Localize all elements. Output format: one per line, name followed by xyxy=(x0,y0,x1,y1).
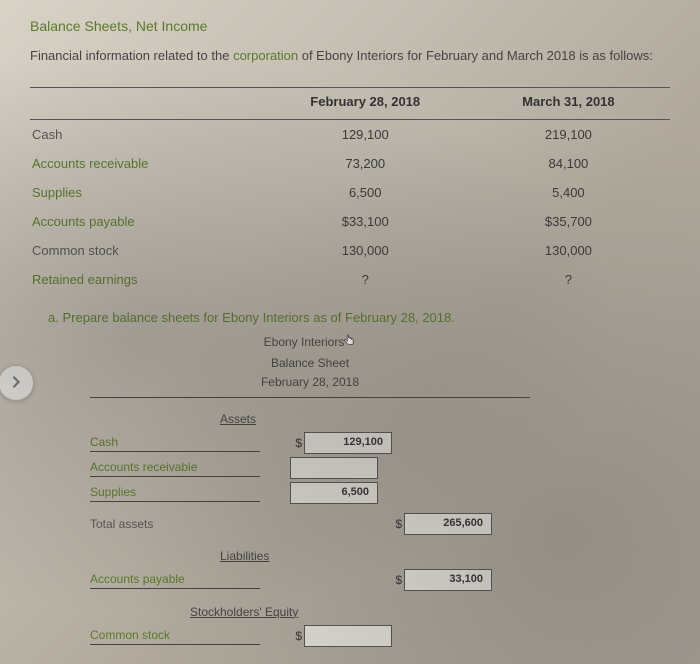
total-assets-input[interactable]: 265,600 xyxy=(404,513,492,535)
intro-corp-word: corporation xyxy=(233,48,298,63)
dollar-sign: $ xyxy=(290,436,304,450)
balance-sheet: Ebony Interiors Balance Sheet February 2… xyxy=(90,333,530,647)
sheet-row-ar: Accounts receivable xyxy=(90,457,530,479)
table-row: Accounts receivable73,20084,100 xyxy=(30,149,670,178)
ar-label[interactable]: Accounts receivable xyxy=(90,458,260,477)
ap-label[interactable]: Accounts payable xyxy=(90,570,260,589)
row-label: Accounts payable xyxy=(30,207,264,236)
cell: 130,000 xyxy=(264,236,467,265)
row-label: Retained earnings xyxy=(30,265,264,294)
intro-text: Financial information related to the cor… xyxy=(30,48,678,63)
assets-heading: Assets xyxy=(220,412,530,426)
sheet-company: Ebony Interiors xyxy=(264,335,345,349)
cell: $33,100 xyxy=(264,207,467,236)
table-row: Accounts payable$33,100$35,700 xyxy=(30,207,670,236)
col-header-empty xyxy=(30,88,264,120)
chevron-right-icon xyxy=(9,375,23,392)
supplies-input[interactable]: 6,500 xyxy=(290,482,378,504)
ar-input[interactable] xyxy=(290,457,378,479)
row-label: Supplies xyxy=(30,178,264,207)
table-row: Common stock130,000130,000 xyxy=(30,236,670,265)
col-header-feb: February 28, 2018 xyxy=(264,88,467,120)
cell: 219,100 xyxy=(467,120,670,150)
cs-input[interactable] xyxy=(304,625,392,647)
dollar-sign: $ xyxy=(390,517,404,531)
cell: 73,200 xyxy=(264,149,467,178)
cell: 5,400 xyxy=(467,178,670,207)
table-row: Cash129,100219,100 xyxy=(30,120,670,150)
cell: 6,500 xyxy=(264,178,467,207)
cell: $35,700 xyxy=(467,207,670,236)
sheet-row-total-assets: Total assets $ 265,600 xyxy=(90,513,530,535)
cash-input[interactable]: 129,100 xyxy=(304,432,392,454)
financial-info-table: February 28, 2018 March 31, 2018 Cash129… xyxy=(30,87,670,294)
instruction-letter: a. xyxy=(48,310,59,325)
total-assets-label: Total assets xyxy=(90,515,260,533)
intro-post: of Ebony Interiors for February and Marc… xyxy=(298,48,653,63)
intro-pre: Financial information related to the xyxy=(30,48,233,63)
table-row: Supplies6,5005,400 xyxy=(30,178,670,207)
row-label: Cash xyxy=(30,120,264,150)
page-title: Balance Sheets, Net Income xyxy=(30,18,678,34)
instruction-text: Prepare balance sheets for Ebony Interio… xyxy=(62,310,454,325)
cell: ? xyxy=(467,265,670,294)
sheet-row-ap: Accounts payable $ 33,100 xyxy=(90,569,530,591)
cash-label[interactable]: Cash xyxy=(90,433,260,452)
sheet-row-cash: Cash $ 129,100 xyxy=(90,432,530,454)
dollar-sign: $ xyxy=(290,629,304,643)
sheet-row-cs: Common stock $ xyxy=(90,625,530,647)
sheet-header: Ebony Interiors Balance Sheet February 2… xyxy=(90,333,530,398)
sheet-title: Balance Sheet xyxy=(271,356,349,370)
se-heading: Stockholders' Equity xyxy=(190,605,530,619)
cell: 129,100 xyxy=(264,120,467,150)
col-header-mar: March 31, 2018 xyxy=(467,88,670,120)
hand-cursor-icon xyxy=(342,334,356,354)
ap-input[interactable]: 33,100 xyxy=(404,569,492,591)
liabilities-heading: Liabilities xyxy=(220,549,530,563)
sheet-row-supplies: Supplies 6,500 xyxy=(90,482,530,504)
cs-label[interactable]: Common stock xyxy=(90,626,260,645)
row-label: Common stock xyxy=(30,236,264,265)
cell: ? xyxy=(264,265,467,294)
table-row: Retained earnings?? xyxy=(30,265,670,294)
instruction: a. Prepare balance sheets for Ebony Inte… xyxy=(48,310,678,325)
supplies-label[interactable]: Supplies xyxy=(90,483,260,502)
sheet-date: February 28, 2018 xyxy=(261,375,359,389)
row-label: Accounts receivable xyxy=(30,149,264,178)
next-button[interactable] xyxy=(0,365,34,401)
dollar-sign: $ xyxy=(390,573,404,587)
cell: 84,100 xyxy=(467,149,670,178)
cell: 130,000 xyxy=(467,236,670,265)
